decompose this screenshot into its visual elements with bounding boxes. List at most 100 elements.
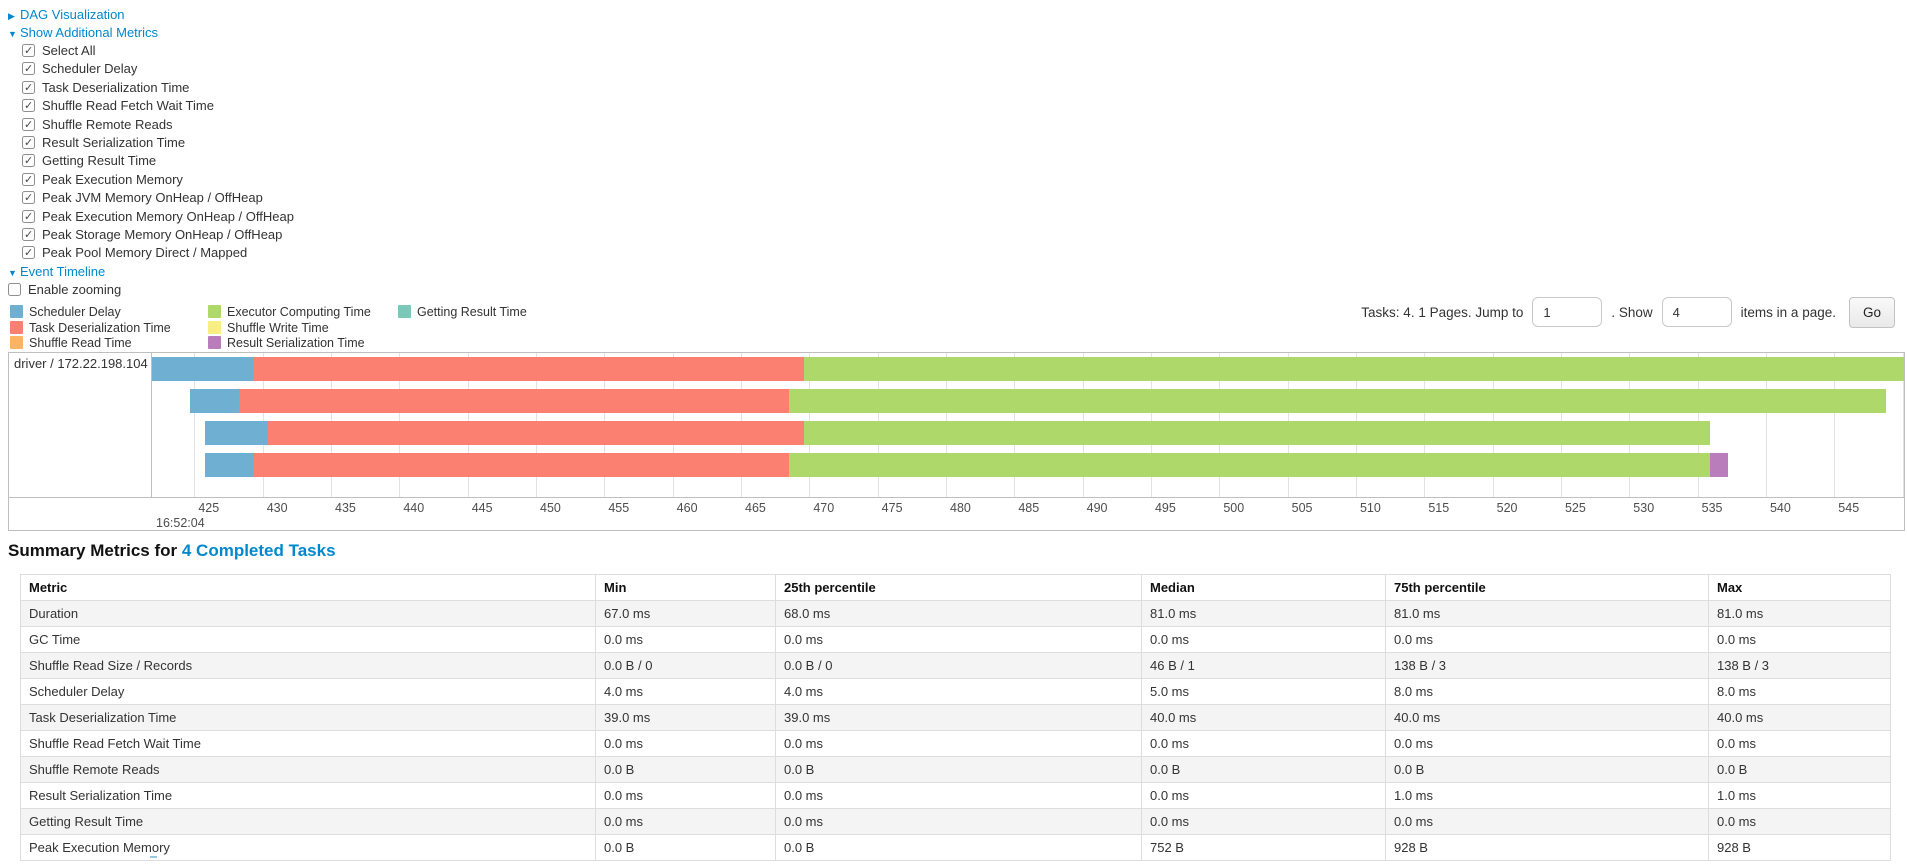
checkbox-checked-icon[interactable] bbox=[22, 244, 35, 263]
summary-row-gc-time: GC Time 0.0 ms 0.0 ms 0.0 ms 0.0 ms 0.0 ms bbox=[20, 626, 1891, 653]
metric-value-cell: 0.0 B bbox=[775, 756, 1142, 783]
metric-value-cell: 138 B / 3 bbox=[1385, 652, 1709, 679]
checkbox-checked-icon[interactable] bbox=[22, 152, 35, 171]
summary-row-task-deserialization-time: Task Deserialization Time 39.0 ms 39.0 ms 4… bbox=[20, 704, 1891, 731]
legend-label: Scheduler Delay bbox=[29, 305, 121, 319]
checkbox-checked-icon[interactable] bbox=[22, 79, 35, 97]
axis-tick-label: 480 bbox=[950, 501, 971, 515]
checkbox-checked-icon[interactable] bbox=[22, 226, 35, 244]
task-segment-executor-computing[interactable] bbox=[803, 357, 1904, 381]
event-timeline-link[interactable]: Event Timeline bbox=[20, 263, 106, 279]
summary-row-peak-execution-memory: Peak Execution Memory 0.0 B 0.0 B 752 B 928 … bbox=[20, 834, 1891, 861]
task-bar-1[interactable] bbox=[152, 357, 1904, 381]
checkbox-label: Peak Execution Memory bbox=[42, 171, 183, 187]
task-bar-3[interactable] bbox=[152, 421, 1904, 445]
task-segment-task-deserialization[interactable] bbox=[253, 357, 804, 381]
metric-checkbox-result-serialization-time[interactable]: Result Serialization Time bbox=[22, 134, 568, 152]
task-segment-executor-computing[interactable] bbox=[788, 453, 1710, 477]
legend-item-getting-result-time: Getting Result Time bbox=[398, 305, 527, 321]
summary-column-header-median: Median bbox=[1141, 574, 1386, 601]
metric-value-cell: 40.0 ms bbox=[1385, 704, 1709, 731]
go-button[interactable]: Go bbox=[1848, 296, 1895, 328]
legend-label: Executor Computing Time bbox=[227, 305, 371, 319]
checkbox-checked-icon[interactable] bbox=[22, 171, 35, 189]
show-additional-metrics-link[interactable]: Show Additional Metrics bbox=[20, 25, 159, 40]
metric-value-cell: 0.0 B bbox=[1708, 756, 1891, 783]
checkbox-checked-icon[interactable] bbox=[22, 42, 35, 60]
task-segment-scheduler-delay[interactable] bbox=[152, 357, 254, 381]
metric-checkbox-getting-result-time[interactable]: Getting Result Time bbox=[22, 152, 568, 171]
task-segment-executor-computing[interactable] bbox=[788, 389, 1887, 413]
metric-checkbox-peak-execution-memory[interactable]: Peak Execution Memory bbox=[22, 171, 568, 189]
metric-value-cell: 0.0 ms bbox=[595, 730, 776, 757]
summary-row-scheduler-delay: Scheduler Delay 4.0 ms 4.0 ms 5.0 ms 8.0 ms 8… bbox=[20, 678, 1891, 705]
legend-swatch-icon bbox=[10, 336, 23, 349]
timeline-axis-labels: 16:52:04 425 430 435 440 445 450 455 460 465 470 4… bbox=[152, 498, 1904, 531]
checkbox-checked-icon[interactable] bbox=[22, 134, 35, 152]
task-bar-2[interactable] bbox=[152, 389, 1904, 413]
metric-value-cell: 0.0 ms bbox=[1141, 730, 1386, 757]
dag-visualization-link[interactable]: DAG Visualization bbox=[20, 7, 125, 22]
metric-value-cell: 4.0 ms bbox=[595, 678, 776, 705]
axis-tick-label: 540 bbox=[1769, 501, 1791, 515]
summary-column-header-75th-percentile: 75th percentile bbox=[1385, 574, 1709, 601]
checkbox-label: Shuffle Read Fetch Wait Time bbox=[42, 98, 214, 114]
checkbox-checked-icon[interactable] bbox=[22, 208, 35, 226]
enable-zooming-row[interactable]: Enable zooming bbox=[8, 281, 568, 299]
summary-metrics-table: Metric Min 25th percentile Median 75th perce… bbox=[20, 574, 1891, 861]
summary-row-shuffle-read-fetch-wait-time: Shuffle Read Fetch Wait Time 0.0 ms 0.0 ms… bbox=[20, 730, 1891, 757]
axis-gridline bbox=[1902, 353, 1904, 497]
metric-checkbox-scheduler-delay[interactable]: Scheduler Delay bbox=[22, 60, 568, 79]
task-segment-scheduler-delay[interactable] bbox=[190, 389, 240, 413]
event-timeline-toggle[interactable]: ▼ Event Timeline bbox=[8, 263, 568, 281]
axis-tick-label: 470 bbox=[813, 501, 835, 515]
legend-label: Shuffle Read Time bbox=[29, 336, 132, 350]
metric-checkbox-shuffle-read-fetch-wait-time[interactable]: Shuffle Read Fetch Wait Time bbox=[22, 97, 568, 116]
checkbox-label: Peak Execution Memory OnHeap / OffHeap bbox=[42, 208, 294, 224]
dag-visualization-toggle[interactable]: ▶ DAG Visualization bbox=[8, 6, 568, 24]
task-segment-task-deserialization[interactable] bbox=[239, 389, 789, 413]
legend-column: Scheduler Delay Task Deserialization Time… bbox=[10, 305, 194, 352]
expanded-triangle-icon: ▼ bbox=[8, 29, 17, 39]
checkbox-checked-icon[interactable] bbox=[22, 116, 35, 134]
metric-checkbox-peak-jvm-memory-onheap-offheap[interactable]: Peak JVM Memory OnHeap / OffHeap bbox=[22, 189, 568, 208]
legend-swatch-icon bbox=[208, 305, 221, 318]
collapsed-triangle-icon: ▶ bbox=[8, 11, 15, 21]
items-per-page-input[interactable] bbox=[1661, 297, 1732, 327]
axis-tick-label: 505 bbox=[1291, 501, 1313, 515]
task-segment-task-deserialization[interactable] bbox=[253, 453, 789, 477]
task-segment-scheduler-delay[interactable] bbox=[205, 453, 254, 477]
enable-zooming-label: Enable zooming bbox=[28, 281, 122, 297]
metric-checkbox-select-all[interactable]: Select All bbox=[22, 42, 568, 60]
metric-value-cell: 46 B / 1 bbox=[1141, 652, 1386, 679]
checkbox-label: Peak Storage Memory OnHeap / OffHeap bbox=[42, 226, 283, 242]
metric-value-cell: 0.0 ms bbox=[775, 730, 1142, 757]
axis-tick-label: 485 bbox=[1018, 501, 1040, 515]
checkbox-checked-icon[interactable] bbox=[22, 60, 35, 79]
summary-column-header-max: Max bbox=[1708, 574, 1891, 601]
task-segment-scheduler-delay[interactable] bbox=[205, 421, 269, 445]
task-segment-executor-computing[interactable] bbox=[803, 421, 1710, 445]
task-segment-task-deserialization[interactable] bbox=[268, 421, 804, 445]
checkbox-checked-icon[interactable] bbox=[22, 189, 35, 208]
task-segment-result-serialization[interactable] bbox=[1709, 453, 1728, 477]
axis-gridline bbox=[194, 353, 196, 497]
metric-checkbox-peak-storage-memory-onheap-offheap[interactable]: Peak Storage Memory OnHeap / OffHeap bbox=[22, 226, 568, 244]
metric-checkbox-peak-pool-memory-direct-mapped[interactable]: Peak Pool Memory Direct / Mapped bbox=[22, 244, 568, 263]
checkbox-checked-icon[interactable] bbox=[22, 97, 35, 116]
jump-to-page-input[interactable] bbox=[1532, 297, 1603, 327]
checkbox-label: Peak JVM Memory OnHeap / OffHeap bbox=[42, 190, 263, 206]
metric-checkbox-shuffle-remote-reads[interactable]: Shuffle Remote Reads bbox=[22, 116, 568, 134]
show-additional-metrics-toggle[interactable]: ▼ Show Additional Metrics bbox=[8, 24, 568, 42]
summary-row-result-serialization-time: Result Serialization Time 0.0 ms 0.0 ms 0.0… bbox=[20, 782, 1891, 809]
completed-tasks-link[interactable]: 4 Completed Tasks bbox=[181, 541, 336, 560]
checkbox-unchecked-icon[interactable] bbox=[8, 282, 21, 296]
metric-checkbox-task-deserialization-time[interactable]: Task Deserialization Time bbox=[22, 79, 568, 97]
task-bar-4[interactable] bbox=[152, 453, 1904, 477]
metric-checkbox-peak-execution-memory-onheap-offheap[interactable]: Peak Execution Memory OnHeap / OffHeap bbox=[22, 208, 568, 226]
stage-controls: ▶ DAG Visualization ▼ Show Additional Metr… bbox=[8, 6, 568, 299]
timeline-group-cell: driver / 172.22.198.104 bbox=[9, 353, 152, 497]
metric-value-cell: 5.0 ms bbox=[1141, 678, 1386, 705]
axis-tick-label: 520 bbox=[1496, 501, 1518, 515]
